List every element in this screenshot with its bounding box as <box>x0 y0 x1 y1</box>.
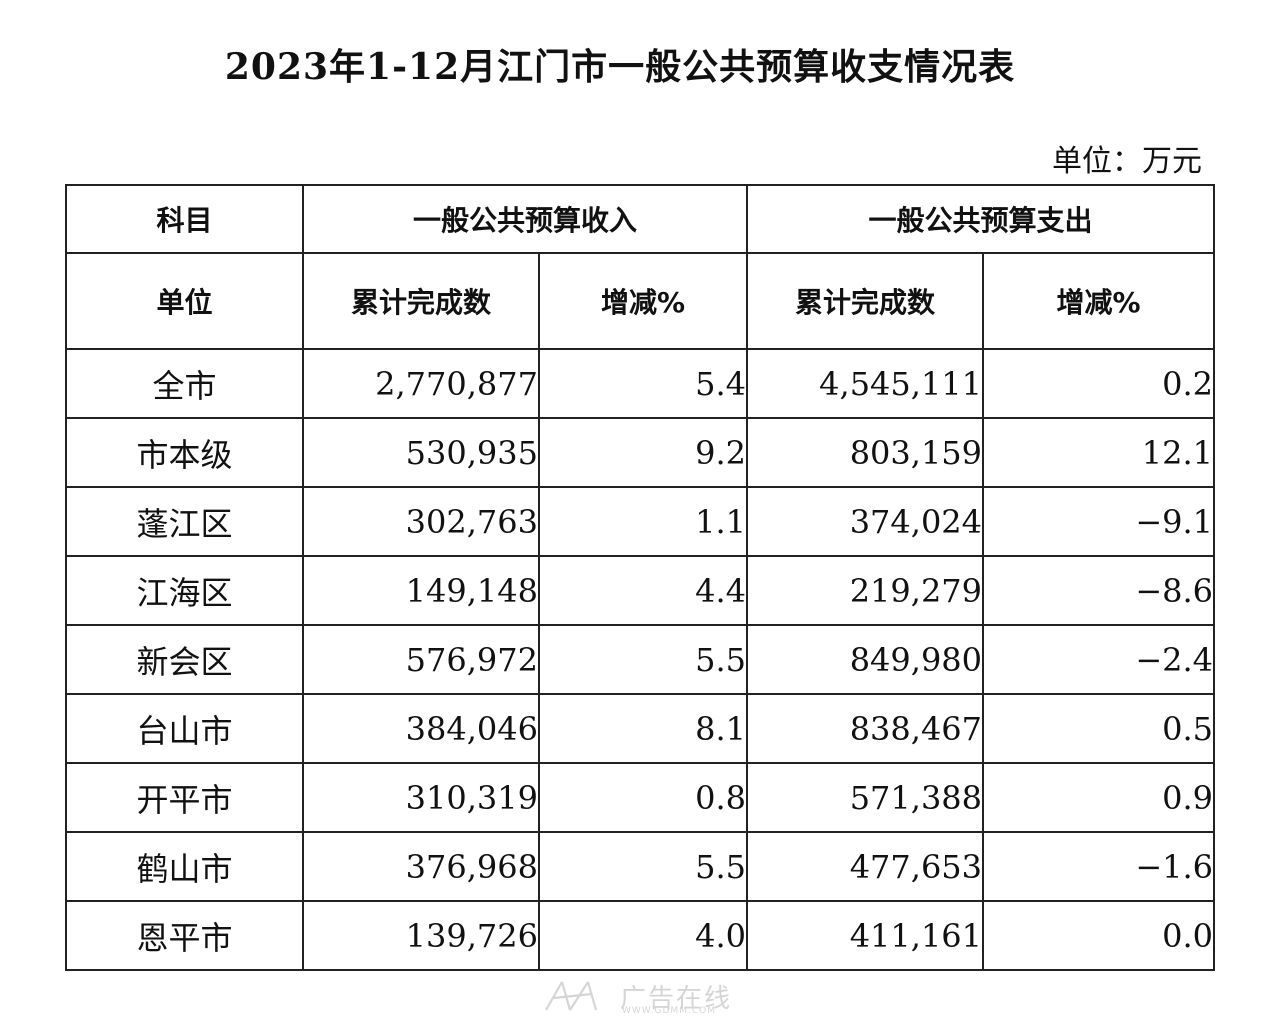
row-name-cell: 全市 <box>65 348 304 419</box>
row-name-cell: 市本级 <box>65 417 304 488</box>
budget-table: 科目 一般公共预算收入 一般公共预算支出 单位 累计完成数 增减% 累计完成数 … <box>65 184 1216 971</box>
row-name-cell: 江海区 <box>65 555 304 626</box>
header-income-change: 增减% <box>537 252 749 350</box>
expense-total-cell: 477,653 <box>746 831 985 902</box>
row-name-cell: 开平市 <box>65 762 304 833</box>
table-row: 鹤山市 376,968 5.5 477,653 −1.6 <box>65 831 1216 902</box>
income-total-cell: 139,726 <box>302 900 540 971</box>
income-total-cell: 530,935 <box>302 417 540 488</box>
income-total-cell: 149,148 <box>302 555 540 626</box>
header-unit: 单位 <box>65 252 304 350</box>
income-total-cell: 302,763 <box>302 486 540 557</box>
expense-total-cell: 219,279 <box>746 555 985 626</box>
expense-change-cell: −9.1 <box>982 486 1216 557</box>
expense-total-cell: 4,545,111 <box>746 348 985 419</box>
expense-change-cell: 0.0 <box>982 900 1216 971</box>
table-row: 台山市 384,046 8.1 838,467 0.5 <box>65 693 1216 764</box>
income-total-cell: 376,968 <box>302 831 540 902</box>
header-subject: 科目 <box>65 184 304 254</box>
income-total-cell: 310,319 <box>302 762 540 833</box>
table-row: 全市 2,770,877 5.4 4,545,111 0.2 <box>65 348 1216 419</box>
expense-total-cell: 411,161 <box>746 900 985 971</box>
row-name-cell: 蓬江区 <box>65 486 304 557</box>
income-change-cell: 5.4 <box>537 348 749 419</box>
expense-total-cell: 849,980 <box>746 624 985 695</box>
expense-change-cell: 0.9 <box>982 762 1216 833</box>
watermark-url: WWW.GDMM.COM <box>622 1006 716 1016</box>
header-expense-group: 一般公共预算支出 <box>746 184 1216 254</box>
income-total-cell: 384,046 <box>302 693 540 764</box>
income-change-cell: 0.8 <box>537 762 749 833</box>
header-row-columns: 单位 累计完成数 增减% 累计完成数 增减% <box>65 252 1216 350</box>
income-change-cell: 1.1 <box>537 486 749 557</box>
table-row: 蓬江区 302,763 1.1 374,024 −9.1 <box>65 486 1216 557</box>
expense-change-cell: 12.1 <box>982 417 1216 488</box>
watermark-logo: 广告在线 WWW.GDMM.COM <box>540 976 750 1016</box>
income-change-cell: 5.5 <box>537 624 749 695</box>
income-change-cell: 9.2 <box>537 417 749 488</box>
expense-total-cell: 803,159 <box>746 417 985 488</box>
header-income-group: 一般公共预算收入 <box>301 184 749 254</box>
table-row: 开平市 310,319 0.8 571,388 0.9 <box>65 762 1216 833</box>
expense-change-cell: 0.2 <box>982 348 1216 419</box>
expense-total-cell: 571,388 <box>746 762 985 833</box>
income-change-cell: 4.0 <box>537 900 749 971</box>
income-change-cell: 5.5 <box>537 831 749 902</box>
row-name-cell: 恩平市 <box>65 900 304 971</box>
page-title: 2023年1-12月江门市一般公共预算收支情况表 <box>224 46 1016 88</box>
unit-label: 单位：万元 <box>1052 144 1202 179</box>
header-expense-change: 增减% <box>982 252 1216 350</box>
table-row: 恩平市 139,726 4.0 411,161 0.0 <box>65 900 1216 971</box>
table-body: 全市 2,770,877 5.4 4,545,111 0.2 市本级 530,935 9.2 8… <box>65 348 1216 971</box>
row-name-cell: 台山市 <box>65 693 304 764</box>
watermark-icon <box>545 981 598 1011</box>
row-name-cell: 新会区 <box>65 624 304 695</box>
income-total-cell: 576,972 <box>302 624 540 695</box>
header-income-total: 累计完成数 <box>302 252 540 350</box>
expense-change-cell: 0.5 <box>982 693 1216 764</box>
income-total-cell: 2,770,877 <box>302 348 540 419</box>
row-name-cell: 鹤山市 <box>65 831 304 902</box>
table-row: 市本级 530,935 9.2 803,159 12.1 <box>65 417 1216 488</box>
expense-total-cell: 374,024 <box>746 486 985 557</box>
expense-change-cell: −2.4 <box>982 624 1216 695</box>
income-change-cell: 8.1 <box>537 693 749 764</box>
expense-change-cell: −8.6 <box>982 555 1216 626</box>
header-expense-total: 累计完成数 <box>746 252 985 350</box>
header-row-group: 科目 一般公共预算收入 一般公共预算支出 <box>65 184 1216 254</box>
table-row: 新会区 576,972 5.5 849,980 −2.4 <box>65 624 1216 695</box>
expense-total-cell: 838,467 <box>746 693 985 764</box>
table-row: 江海区 149,148 4.4 219,279 −8.6 <box>65 555 1216 626</box>
income-change-cell: 4.4 <box>537 555 749 626</box>
watermark-text: 广告在线 <box>620 984 733 1014</box>
expense-change-cell: −1.6 <box>982 831 1216 902</box>
